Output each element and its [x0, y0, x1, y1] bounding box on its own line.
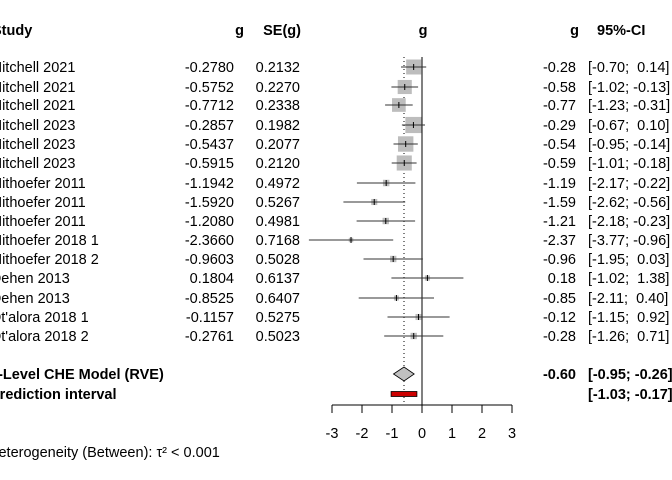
study-label: Mitchell 2021 [0, 98, 75, 114]
study-label: Mithoefer 2011 [0, 176, 86, 192]
header-plot-g: g [419, 23, 428, 39]
header-ci: 95%-CI [597, 23, 645, 39]
study-label: Mitchell 2023 [0, 118, 75, 134]
x-tick-label: -1 [386, 426, 399, 442]
study-se: 0.7168 [256, 233, 300, 249]
study-g-rounded: 0.18 [548, 271, 576, 287]
study-label: Mithoefer 2011 [0, 214, 86, 230]
study-ci: [-0.67; 0.10] [588, 118, 669, 134]
study-g: -0.7712 [185, 98, 234, 114]
summary-g: -0.60 [543, 367, 576, 383]
x-tick-label: 3 [508, 426, 516, 442]
study-g-rounded: -0.85 [543, 291, 576, 307]
study-label: Mithoefer 2018 2 [0, 252, 99, 268]
study-g: -0.9603 [185, 252, 234, 268]
study-g-rounded: -1.21 [543, 214, 576, 230]
study-ci: [-1.02; 1.38] [588, 271, 669, 287]
study-g-rounded: -0.54 [543, 137, 576, 153]
study-se: 0.6137 [256, 271, 300, 287]
x-tick-label: 1 [448, 426, 456, 442]
study-g-rounded: -0.28 [543, 60, 576, 76]
study-g-rounded: -0.58 [543, 80, 576, 96]
study-ci: [-1.95; 0.03] [588, 252, 669, 268]
study-g-rounded: -0.29 [543, 118, 576, 134]
prediction-ci: [-1.03; -0.17] [588, 387, 672, 403]
study-ci: [-1.15; 0.92] [588, 310, 669, 326]
study-g-rounded: -0.28 [543, 329, 576, 345]
study-label: Mitchell 2023 [0, 137, 75, 153]
study-g: -0.2857 [185, 118, 234, 134]
study-g: -0.2780 [185, 60, 234, 76]
study-ci: [-1.01; -0.18] [588, 156, 670, 172]
x-tick-label: -3 [326, 426, 339, 442]
study-g: -0.8525 [185, 291, 234, 307]
summary-ci: [-0.95; -0.26] [588, 367, 672, 383]
prediction-label: Prediction interval [0, 387, 117, 403]
study-label: Oehen 2013 [0, 291, 70, 307]
study-g-rounded: -2.37 [543, 233, 576, 249]
study-label: Mitchell 2021 [0, 80, 75, 96]
heterogeneity-text: Heterogeneity (Between): τ² < 0.001 [0, 445, 220, 461]
study-label: Mithoefer 2011 [0, 195, 86, 211]
study-se: 0.5275 [256, 310, 300, 326]
study-label: Oehen 2013 [0, 271, 70, 287]
study-label: Ot'alora 2018 1 [0, 310, 89, 326]
header-se: SE(g) [263, 23, 301, 39]
study-g: -0.5752 [185, 80, 234, 96]
prediction-bar [390, 391, 418, 397]
study-ci: [-1.26; 0.71] [588, 329, 669, 345]
header-g: g [235, 23, 244, 39]
study-se: 0.5028 [256, 252, 300, 268]
summary-diamond [392, 366, 415, 382]
header-study: Study [0, 23, 32, 39]
study-se: 0.5267 [256, 195, 300, 211]
study-label: Mitchell 2021 [0, 60, 75, 76]
study-g: -2.3660 [185, 233, 234, 249]
study-se: 0.2120 [256, 156, 300, 172]
study-g: -0.1157 [186, 310, 234, 326]
study-se: 0.1982 [256, 118, 300, 134]
study-g: 0.1804 [190, 271, 234, 287]
study-g: -1.2080 [185, 214, 234, 230]
study-se: 0.4972 [256, 176, 300, 192]
study-g-rounded: -0.96 [543, 252, 576, 268]
study-se: 0.2338 [256, 98, 300, 114]
study-g-rounded: -0.59 [543, 156, 576, 172]
study-ci: [-2.62; -0.56] [588, 195, 670, 211]
study-g: -1.1942 [185, 176, 234, 192]
study-g-rounded: -0.77 [543, 98, 576, 114]
study-ci: [-3.77; -0.96] [588, 233, 670, 249]
study-ci: [-2.18; -0.23] [588, 214, 670, 230]
study-ci: [-0.70; 0.14] [588, 60, 669, 76]
study-g: -0.5915 [185, 156, 234, 172]
study-se: 0.2077 [256, 137, 300, 153]
study-ci: [-2.11; 0.40] [588, 291, 668, 307]
study-ci: [-1.23; -0.31] [588, 98, 670, 114]
study-g-rounded: -0.12 [543, 310, 576, 326]
summary-label: 3-Level CHE Model (RVE) [0, 367, 164, 383]
study-se: 0.4981 [256, 214, 300, 230]
x-tick-label: 0 [418, 426, 426, 442]
study-se: 0.2132 [256, 60, 300, 76]
x-tick-label: 2 [478, 426, 486, 442]
study-ci: [-1.02; -0.13] [588, 80, 670, 96]
study-ci: [-0.95; -0.14] [588, 137, 670, 153]
study-se: 0.2270 [256, 80, 300, 96]
study-g-rounded: -1.59 [543, 195, 576, 211]
study-se: 0.6407 [256, 291, 300, 307]
study-g: -0.5437 [185, 137, 234, 153]
x-tick-label: -2 [356, 426, 369, 442]
study-se: 0.5023 [256, 329, 300, 345]
study-g: -1.5920 [185, 195, 234, 211]
study-label: Mitchell 2023 [0, 156, 75, 172]
header-g-right: g [570, 23, 579, 39]
study-label: Mithoefer 2018 1 [0, 233, 99, 249]
study-label: Ot'alora 2018 2 [0, 329, 89, 345]
study-ci: [-2.17; -0.22] [588, 176, 670, 192]
study-g-rounded: -1.19 [543, 176, 576, 192]
study-g: -0.2761 [185, 329, 234, 345]
